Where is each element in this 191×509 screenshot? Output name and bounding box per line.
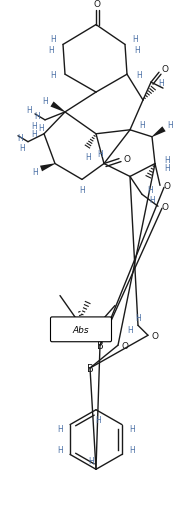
Text: H: H [31,122,37,131]
Text: H: H [48,46,54,55]
Text: H: H [88,456,94,465]
Text: H: H [129,445,135,454]
Text: H: H [57,445,63,454]
FancyBboxPatch shape [50,317,112,342]
Text: H: H [164,156,170,165]
Text: O: O [162,203,168,211]
Text: O: O [124,155,130,164]
Text: H: H [85,153,91,162]
Polygon shape [50,102,65,113]
Text: O: O [94,0,100,9]
Text: B: B [97,341,103,351]
Text: H: H [127,325,133,334]
Text: H: H [158,78,164,88]
Text: H: H [42,96,48,105]
Text: H: H [129,425,135,433]
Text: H: H [17,134,23,143]
Text: O: O [121,341,129,350]
Text: H: H [97,150,103,159]
Text: O: O [163,182,171,190]
Text: H: H [50,71,56,79]
Text: H: H [34,112,40,121]
Text: H: H [26,106,32,115]
Text: H: H [38,124,44,133]
Text: Abs: Abs [73,325,89,334]
Polygon shape [152,127,166,138]
Text: B: B [87,363,93,373]
Text: H: H [134,46,140,55]
Text: H: H [136,71,142,79]
Text: H: H [57,425,63,433]
Text: H: H [135,314,141,322]
Polygon shape [40,164,55,172]
Text: O: O [151,331,159,340]
Text: H: H [19,144,25,153]
Text: H: H [50,35,56,44]
Text: H: H [31,130,37,139]
Text: H: H [147,185,153,194]
Text: H: H [79,185,85,194]
Text: H: H [149,195,155,205]
Text: O: O [162,65,168,74]
Text: H: H [32,167,38,177]
Text: H: H [132,35,138,44]
Text: H: H [164,164,170,173]
Text: H: H [167,121,173,130]
Text: H: H [95,415,101,425]
Text: H: H [139,121,145,130]
